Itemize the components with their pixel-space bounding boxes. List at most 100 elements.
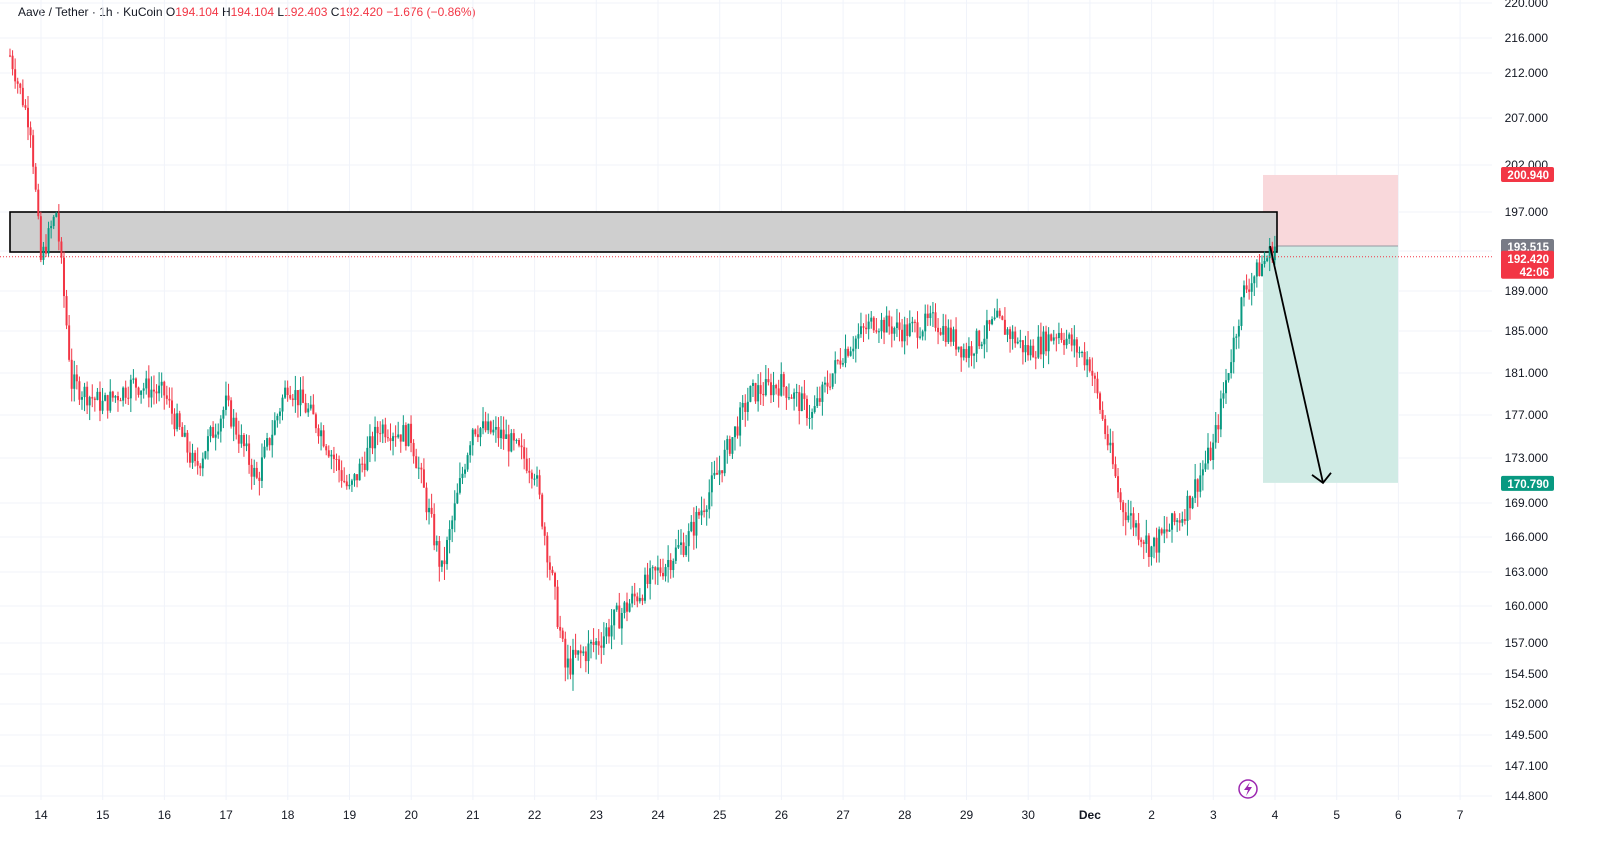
candle-body [284, 387, 287, 398]
candle-body [1021, 340, 1024, 353]
candle-body [705, 509, 708, 512]
candle-body [854, 338, 857, 349]
projection-arrow[interactable] [1269, 245, 1332, 485]
candle-body [731, 437, 734, 454]
candle-body [312, 404, 315, 415]
candle-body [430, 507, 433, 514]
candle-body [425, 487, 428, 513]
candle-body [1003, 319, 1006, 335]
candle-body [1199, 475, 1202, 492]
candle-body [715, 472, 718, 475]
candle-body [728, 438, 731, 454]
candle-body [921, 331, 924, 337]
candle-body [929, 313, 932, 319]
candle-body [83, 386, 86, 398]
supply-zone[interactable] [9, 211, 1278, 253]
candle-body [1178, 520, 1181, 523]
candle-body [798, 392, 801, 412]
date-tick-label: 23 [590, 808, 604, 822]
candle-body [248, 443, 251, 465]
candle-body [1065, 338, 1068, 346]
candle-body [1034, 357, 1037, 359]
price-tick-label: 166.000 [1505, 530, 1549, 544]
candle-body [651, 567, 654, 569]
candle-body [525, 458, 528, 471]
candle-body [649, 568, 652, 584]
price-axis[interactable]: 144.800 147.100 149.500 152.000 154.500 157.0… [1505, 0, 1549, 803]
candle-body [1096, 378, 1099, 394]
candle-body [374, 426, 377, 449]
candle-body [1235, 336, 1238, 338]
date-tick-label: 30 [1022, 808, 1036, 822]
candle-body [181, 426, 184, 437]
candle-body [281, 397, 284, 412]
lightning-icon-ring [1238, 779, 1258, 799]
candle-body [502, 429, 505, 439]
candle-body [998, 310, 1001, 317]
candle-body [119, 400, 122, 402]
candle-body [934, 312, 937, 328]
candle-body [88, 397, 91, 406]
candle-body [165, 395, 168, 399]
candle-body [901, 329, 904, 342]
candle-body [916, 322, 919, 338]
candle-body [448, 529, 451, 541]
candle-body [818, 398, 821, 402]
candle-body [1052, 337, 1055, 341]
candle-body [140, 390, 143, 395]
candle-body [973, 353, 976, 356]
candle-body [687, 531, 690, 547]
candle-body [554, 573, 557, 587]
candle-body [744, 402, 747, 412]
candle-body [1163, 529, 1166, 534]
candle-body [325, 446, 328, 451]
candle-body [1191, 497, 1194, 509]
candle-body [70, 359, 73, 389]
short-position-tool[interactable] [1263, 174, 1398, 483]
candle-body [266, 438, 269, 447]
candle-body [955, 329, 958, 350]
candle-body [692, 521, 695, 536]
candle-body [985, 320, 988, 339]
candle-body [240, 435, 243, 444]
candle-body [381, 424, 384, 434]
candle-body [839, 360, 842, 365]
candle-body [520, 445, 523, 448]
candle-body [80, 397, 83, 400]
candle-body [1189, 495, 1192, 509]
candle-body [949, 327, 952, 342]
candle-body [631, 593, 634, 604]
candle-body [415, 456, 418, 469]
candle-body [710, 475, 713, 493]
candle-body [489, 421, 492, 433]
lightning-icon[interactable] [1238, 779, 1258, 799]
candle-body [988, 320, 991, 325]
candle-body [577, 650, 580, 655]
candle-body [52, 216, 55, 227]
candle-body [865, 327, 868, 330]
candle-body [242, 435, 245, 447]
candle-body [314, 414, 317, 429]
candle-body [1240, 297, 1243, 326]
candle-body [155, 391, 158, 394]
candle-body [679, 542, 682, 545]
candle-body [29, 127, 32, 136]
candle-body [816, 398, 819, 407]
candle-body [515, 440, 518, 442]
candle-body [746, 401, 749, 412]
candle-body [636, 596, 639, 602]
candle-body [1060, 332, 1063, 340]
low-label: L [277, 5, 285, 19]
candle-body [371, 436, 374, 449]
date-tick-label: 3 [1210, 808, 1217, 822]
candle-body [1219, 398, 1222, 430]
last-price-tag-text: 192.420 [1507, 254, 1549, 266]
candle-body [885, 315, 888, 333]
lightning-icon-bolt [1244, 782, 1252, 796]
candle-body [1158, 529, 1161, 553]
candle-body [1268, 246, 1271, 259]
symbol-label[interactable]: Aave / Tether · 1h · KuCoin [18, 5, 163, 19]
time-axis[interactable]: 14 15 16 17 18 19 20 21 22 23 24 25 26 27 28 29 30 Dec 2 3 4… [34, 808, 1463, 822]
candle-body [736, 426, 739, 436]
